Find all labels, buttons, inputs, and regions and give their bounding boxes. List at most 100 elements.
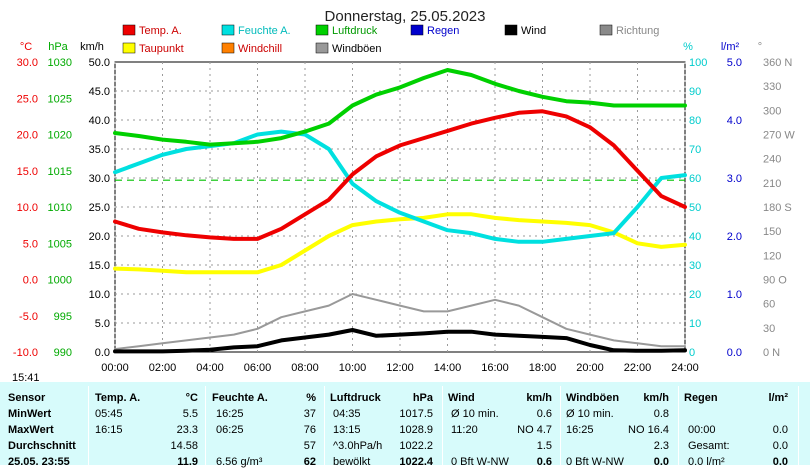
table-row-label: 25.05. 23:55: [8, 456, 70, 468]
x-tick-label: 08:00: [291, 362, 319, 374]
x-tick-label: 02:00: [149, 362, 177, 374]
column-separator: [798, 386, 799, 465]
x-tick-label: 18:00: [529, 362, 557, 374]
legend-label: Richtung: [616, 25, 659, 37]
column-separator: [205, 386, 206, 465]
rain-tick-label: 1.0: [727, 289, 742, 301]
table-cell-value: 62: [303, 456, 316, 468]
table-cell-value: 1022.2: [399, 440, 433, 452]
table-header-label: Luftdruck: [330, 392, 381, 404]
table-cell-label: 06:25: [216, 424, 244, 436]
humidity-tick-label: 60: [689, 173, 701, 185]
table-cell-value: 1022.4: [399, 456, 433, 468]
pressure-tick-label: 1000: [48, 275, 72, 287]
column-separator: [88, 386, 89, 465]
table-cell-value: NO 16.4: [628, 424, 669, 436]
table-cell-label: 0 Bft W-NW: [451, 456, 509, 468]
temp-tick-label: 5.0: [23, 238, 38, 250]
humidity-tick-label: 80: [689, 115, 701, 127]
pressure-tick-label: 1030: [48, 57, 72, 69]
speed-unit-label: km/h: [80, 41, 104, 53]
rain-tick-label: 4.0: [727, 115, 742, 127]
table-cell-value: NO 4.7: [517, 424, 552, 436]
direction-tick-label: 270 W: [763, 130, 795, 142]
table-cell-label: bewölkt: [333, 456, 371, 468]
table-cell-value: 0.0: [653, 456, 669, 468]
legend-swatch: [315, 24, 329, 36]
humidity-tick-label: 0: [689, 347, 695, 359]
humidity-unit-label: %: [683, 41, 693, 53]
rain-tick-label: 3.0: [727, 173, 742, 185]
legend: Temp. A. Feuchte A. Luftdruck Regen Wind Rich…: [122, 24, 659, 55]
legend-swatch: [599, 24, 613, 36]
pressure-tick-label: 1015: [48, 166, 72, 178]
legend-swatch: [122, 42, 136, 54]
series-line-taupunkt: [113, 212, 687, 275]
table-cell-label: Ø 10 min.: [451, 408, 499, 420]
time-marker: 15:41: [12, 372, 40, 382]
table-header-unit: °C: [185, 392, 198, 404]
table-cell-label: 16:25: [216, 408, 244, 420]
series-line-windb-en: [114, 293, 686, 351]
direction-tick-label: 210: [763, 178, 781, 190]
table-cell-value: 0.0: [772, 424, 788, 436]
table-header-label: Temp. A.: [95, 392, 141, 404]
pressure-tick-label: 995: [54, 311, 72, 323]
series-layer: [113, 68, 687, 354]
x-tick-label: 10:00: [339, 362, 367, 374]
table-cell-value: 76: [303, 424, 316, 436]
table-cell-value: 0.6: [536, 456, 552, 468]
speed-tick-label: 30.0: [89, 173, 110, 185]
speed-tick-label: 45.0: [89, 86, 110, 98]
pressure-tick-label: 990: [54, 347, 72, 359]
speed-tick-label: 20.0: [89, 231, 110, 243]
table-header-unit: hPa: [412, 392, 433, 404]
rain-unit-label: l/m²: [721, 41, 740, 53]
x-tick-label: 04:00: [196, 362, 224, 374]
weather-chart: 00:00 02:00 04:00 06:00 08:00 10:00 12:00 14:00…: [12, 8, 795, 382]
legend-label: Windchill: [238, 43, 282, 55]
x-tick-label: 00:00: [101, 362, 129, 374]
table-cell-label: Ø 10 min.: [566, 408, 614, 420]
table-cell-value: 23.3: [176, 424, 198, 436]
table-cell-label: 0 Bft W-NW: [566, 456, 624, 468]
x-tick-label: 06:00: [244, 362, 272, 374]
x-tick-label: 24:00: [671, 362, 699, 374]
legend-swatch: [315, 42, 329, 54]
direction-tick-label: 330: [763, 81, 781, 93]
legend-swatch: [221, 42, 235, 54]
table-cell-value: 1028.9: [399, 424, 433, 436]
speed-tick-label: 5.0: [95, 318, 110, 330]
rain-tick-label: 0.0: [727, 347, 742, 359]
temp-tick-label: 25.0: [17, 93, 38, 105]
chart-title: Donnerstag, 25.05.2023: [325, 8, 486, 25]
direction-tick-label: 60: [763, 299, 775, 311]
x-tick-label: 20:00: [576, 362, 604, 374]
temp-tick-label: -5.0: [19, 311, 38, 323]
table-cell-label: 16:15: [95, 424, 123, 436]
table-cell-value: 14.58: [170, 440, 198, 452]
temp-unit-label: °C: [20, 41, 32, 53]
speed-tick-label: 50.0: [89, 57, 110, 69]
table-cell-value: 0.0: [772, 440, 788, 452]
speed-tick-label: 25.0: [89, 202, 110, 214]
table-cell-value: 0.6: [536, 408, 552, 420]
series-line-luftdruck: [113, 68, 687, 147]
speed-tick-label: 35.0: [89, 144, 110, 156]
table-cell-value: 1.5: [536, 440, 552, 452]
table-cell-value: 11.9: [177, 456, 198, 468]
temp-tick-label: 0.0: [23, 275, 38, 287]
direction-tick-label: 240: [763, 154, 781, 166]
statistics-table: Sensor Temp. A. °C Feuchte A.% Luftdruck hPa W…: [0, 382, 810, 468]
direction-tick-label: 120: [763, 250, 781, 262]
table-row-label: MaxWert: [8, 424, 54, 436]
legend-label: Temp. A.: [139, 25, 182, 37]
legend-swatch: [504, 24, 518, 36]
table-header-label: Sensor: [8, 392, 46, 404]
legend-swatch: [221, 24, 235, 36]
table-header-label: Windböen: [566, 392, 620, 404]
table-cell-label: 11:20: [451, 424, 478, 436]
humidity-tick-label: 90: [689, 86, 701, 98]
table-row-label: Durchschnitt: [8, 440, 76, 452]
table-cell-value: 0.8: [653, 408, 669, 420]
